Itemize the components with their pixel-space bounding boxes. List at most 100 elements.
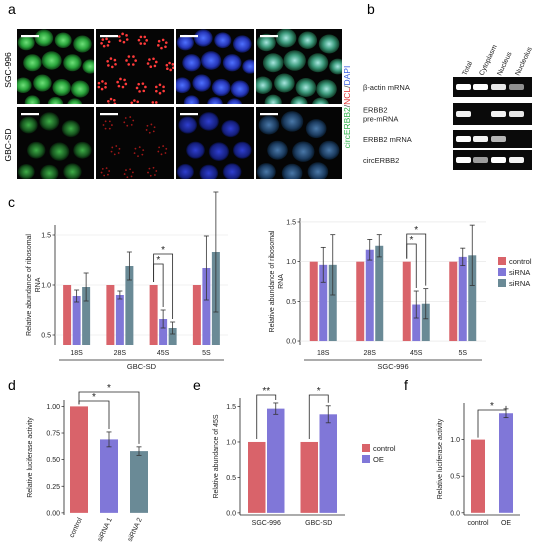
y-tick-label: 0.00 [46, 510, 60, 517]
gel-row-label: circERBB2 [363, 156, 399, 165]
cell [176, 163, 194, 179]
nucleolus-dot [121, 85, 125, 89]
nucleolus-dot [162, 85, 165, 89]
cell [73, 141, 92, 159]
nucleolus-dot [127, 63, 131, 66]
nucleolus-dot [114, 62, 117, 66]
group-label: SGC-996 [377, 362, 408, 371]
nucleolus-dot [129, 168, 132, 171]
nucleolus-dot [129, 116, 132, 118]
cell [47, 96, 64, 104]
cell [198, 112, 219, 131]
cell [312, 97, 329, 104]
y-tick-label: 1.5 [226, 404, 236, 411]
nucleolus-dot [136, 100, 140, 104]
nucleolus-dot [118, 35, 121, 38]
nucleolus-dot [102, 44, 106, 48]
nucleolus-dot [138, 90, 141, 93]
significance-star: ** [262, 386, 270, 397]
bar [192, 285, 201, 345]
y-axis-label: RNA [278, 274, 285, 289]
x-tick-label: 45S [157, 350, 170, 357]
nucleolus-dot [118, 39, 122, 42]
nucleolus-dot [102, 124, 105, 126]
nucleolus-dot [161, 38, 165, 42]
nucleolus-dot [151, 101, 155, 104]
nucleolus-dot [124, 117, 127, 119]
cells [17, 29, 94, 104]
bar [267, 408, 285, 513]
cell [307, 53, 329, 73]
x-tick-label: 45S [410, 350, 423, 357]
nucleolus-dot [123, 121, 126, 124]
bar [125, 266, 134, 345]
chart-d: 0.00 0.25 0.50 0.75 1.00 control siRNA 1 siRNA … [27, 383, 148, 543]
nucleolus-dot [126, 176, 129, 179]
cell [281, 163, 303, 179]
nucleolus-dot [134, 59, 137, 62]
bar [449, 261, 458, 342]
nucleolus-dot [141, 82, 145, 85]
gel-band [491, 157, 506, 163]
nucleolus-dot [130, 123, 133, 126]
bar [72, 296, 81, 345]
legend-label: control [509, 257, 532, 266]
bar [328, 264, 337, 342]
cell [298, 31, 318, 49]
cell [200, 51, 222, 70]
nucleolus-dot [113, 153, 116, 156]
nucleolus-dot [157, 150, 160, 153]
cell [262, 53, 284, 73]
gel-column-label: Total [461, 60, 474, 77]
bar [309, 261, 318, 342]
nucleolus-dot [155, 89, 158, 93]
bar [356, 261, 365, 342]
y-tick-label: 0.5 [450, 474, 460, 481]
nucleolus-dot [110, 150, 113, 153]
significance-star: * [156, 255, 160, 266]
cells [256, 29, 342, 104]
row-label-sgc996: SGC-996 [3, 52, 13, 88]
nucleolus-dot [168, 61, 171, 65]
nucleolus-dot [107, 99, 110, 103]
chart-f: 0.0 0.5 1.0 control OE Relative luciferase ac… [437, 401, 520, 527]
nucleolus-dot [130, 175, 133, 178]
micrograph-background [96, 107, 174, 179]
bar [421, 303, 430, 342]
scale-bar [180, 113, 198, 116]
nucleolus-dot [148, 131, 151, 134]
chart-c-gbcsd: 0.5 1.0 1.5 18S 28S 45S 5S Relative abundance o… [26, 191, 228, 371]
nucleolus-dot [137, 103, 139, 104]
chart-c-sgc996: 0.0 0.5 1.0 1.5 18S 28S 45S 5S Relative abundanc… [269, 218, 532, 371]
nucleolus-dot [139, 35, 143, 39]
nucleolus-dot [144, 85, 147, 89]
nucleolus-dot [107, 173, 109, 176]
gel-band [473, 136, 488, 142]
micrograph-green-gbcsd [17, 107, 94, 179]
nucleolus-dot [153, 64, 157, 68]
x-tick-label: SGC-996 [252, 520, 281, 527]
gel-column-label: Cytoplasm [478, 44, 498, 77]
nucleolus-dot [124, 82, 128, 86]
scale-bar [21, 35, 39, 38]
nucleolus-dot [157, 39, 161, 43]
nucleolus-dot [111, 146, 114, 149]
stain-label: circERBB2/NCL/DAPI [342, 66, 352, 149]
cell [283, 50, 306, 71]
cell [275, 29, 297, 48]
x-tick-label: control [467, 520, 488, 527]
nucleolus-dot [146, 62, 150, 65]
cell [318, 34, 340, 54]
y-tick-label: 0.5 [226, 475, 236, 482]
gel-band [509, 157, 524, 163]
cell [230, 80, 250, 98]
nucleolus-dot [166, 67, 169, 70]
bar [412, 304, 421, 342]
y-axis-label: Relative abundance of 45S [213, 414, 220, 498]
cell [33, 74, 52, 92]
nucleolus-dot [139, 42, 143, 45]
cell [222, 163, 242, 179]
nucleolus-dot [143, 35, 147, 39]
nucleolus-dot [142, 149, 145, 152]
